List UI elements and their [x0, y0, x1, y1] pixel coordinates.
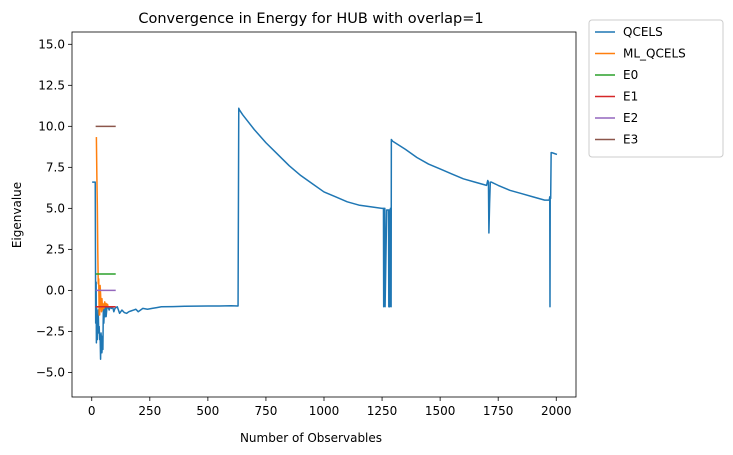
plot-frame — [71, 31, 577, 398]
x-tick-label: 0 — [88, 404, 96, 418]
legend-label-e3: E3 — [623, 133, 638, 147]
y-tick-label: 2.5 — [46, 242, 65, 256]
y-tick-label: 0.0 — [46, 283, 65, 297]
series-line-qcels — [92, 107, 558, 361]
plot-area — [71, 31, 577, 398]
x-axis-label: Number of Observables — [240, 431, 382, 445]
x-tick-label: 500 — [196, 404, 219, 418]
x-tick-label: 750 — [254, 404, 277, 418]
x-tick-label: 1500 — [425, 404, 456, 418]
legend-frame — [588, 19, 724, 158]
y-tick-label: −5.0 — [36, 365, 65, 379]
legend-label-e2: E2 — [623, 111, 638, 125]
y-tick-label: 5.0 — [46, 201, 65, 215]
legend-label-e0: E0 — [623, 68, 638, 82]
y-tick-label: −2.5 — [36, 324, 65, 338]
chart-title: Convergence in Energy for HUB with overl… — [138, 11, 483, 27]
y-axis-label: Eigenvalue — [10, 182, 24, 248]
legend: QCELS ML_QCELS E0 E1 E2 E3 — [588, 19, 724, 158]
y-tick-label: 15.0 — [38, 37, 65, 51]
y-tick-label: 10.0 — [38, 119, 65, 133]
y-axis: −5.0 −2.5 0.0 2.5 5.0 7.5 10.0 12.5 15.0 — [36, 37, 72, 379]
x-axis: 0 250 500 750 1000 1250 1500 1750 2000 — [88, 397, 572, 418]
legend-label-e1: E1 — [623, 90, 638, 104]
x-tick-label: 1000 — [309, 404, 340, 418]
x-tick-label: 1250 — [367, 404, 398, 418]
x-tick-label: 250 — [138, 404, 161, 418]
x-tick-label: 1750 — [483, 404, 514, 418]
series-line-ml-qcels — [95, 137, 109, 316]
y-tick-label: 7.5 — [46, 160, 65, 174]
y-tick-label: 12.5 — [38, 78, 65, 92]
legend-label-ml-qcels: ML_QCELS — [623, 47, 686, 61]
legend-label-qcels: QCELS — [623, 25, 663, 39]
series-lines — [92, 107, 558, 361]
x-tick-label: 2000 — [541, 404, 572, 418]
